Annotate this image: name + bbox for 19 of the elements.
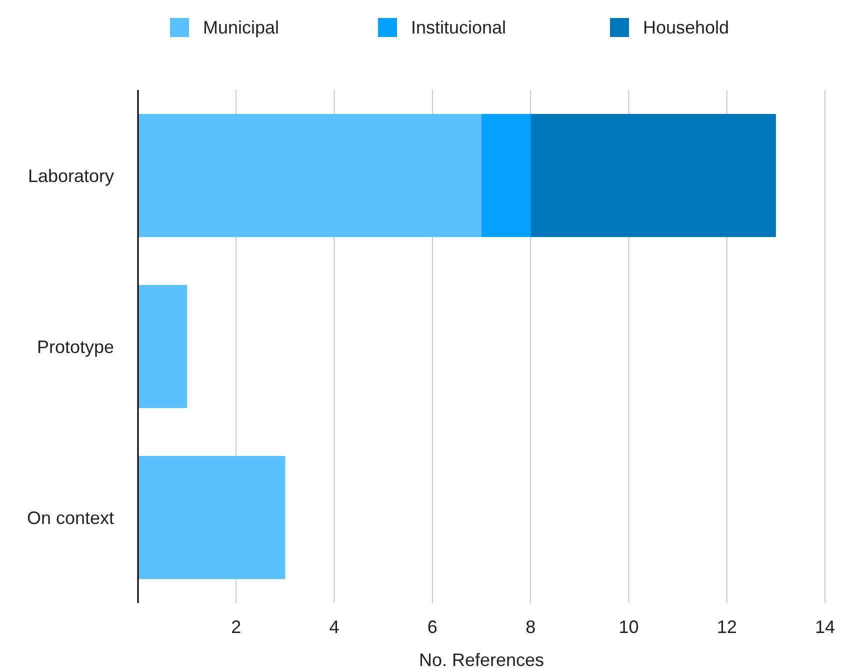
bar <box>530 114 776 238</box>
x-tick-label: 14 <box>814 617 836 637</box>
legend-label: Institucional <box>411 17 506 38</box>
x-tick-label: 6 <box>427 617 438 637</box>
x-tick-label: 4 <box>329 617 340 637</box>
x-tick-label: 2 <box>231 617 242 637</box>
bar <box>138 284 188 408</box>
y-tick-label: Laboratory <box>28 166 114 186</box>
bar <box>138 456 286 580</box>
y-tick-label: On context <box>26 508 114 528</box>
y-tick-label: Prototype <box>36 336 114 357</box>
x-tick-label: 12 <box>716 617 737 637</box>
legend-label: Household <box>643 17 730 38</box>
x-tick-label: 10 <box>618 617 639 637</box>
legend-label: Municipal <box>203 17 280 38</box>
bar <box>138 114 482 238</box>
bar <box>482 114 531 238</box>
x-tick-label: 8 <box>526 617 536 637</box>
x-axis-title: No. References <box>418 650 544 668</box>
